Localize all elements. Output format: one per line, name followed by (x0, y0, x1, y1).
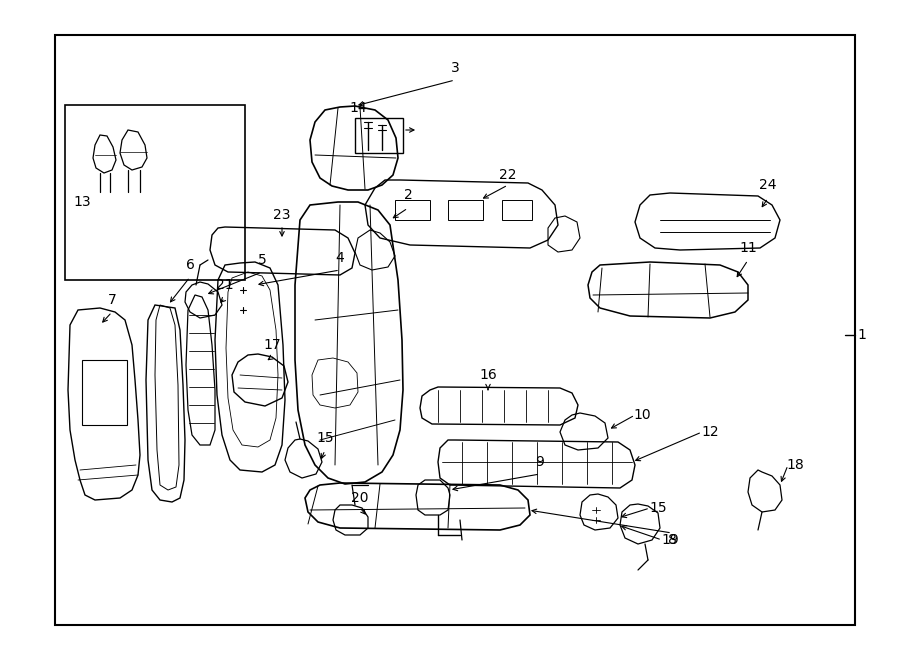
Bar (395, 200, 430, 220)
Text: 21: 21 (216, 278, 234, 292)
Text: 5: 5 (257, 253, 266, 267)
Text: 9: 9 (536, 455, 544, 469)
Bar (55, 35, 855, 625)
Text: 17: 17 (263, 338, 281, 352)
Text: 1: 1 (858, 328, 867, 342)
Text: 3: 3 (451, 61, 459, 75)
Text: 19: 19 (662, 533, 679, 547)
Bar (82, 360, 127, 425)
Bar (448, 200, 483, 220)
Text: 11: 11 (739, 241, 757, 255)
Text: 12: 12 (701, 425, 719, 439)
Text: 18: 18 (786, 458, 804, 472)
Text: 23: 23 (274, 208, 291, 222)
Text: 8: 8 (668, 533, 677, 547)
Text: 24: 24 (760, 178, 777, 192)
Text: 10: 10 (634, 408, 651, 422)
Text: 2: 2 (403, 188, 412, 202)
Bar (502, 200, 532, 220)
Text: 6: 6 (185, 258, 194, 272)
Text: 22: 22 (500, 168, 517, 182)
Text: 16: 16 (479, 368, 497, 382)
Text: 4: 4 (336, 251, 345, 265)
Text: 14: 14 (349, 101, 367, 115)
Text: 15: 15 (316, 431, 334, 445)
Text: 13: 13 (73, 195, 91, 209)
Text: 20: 20 (351, 491, 369, 505)
Text: 15: 15 (649, 501, 667, 515)
Text: 7: 7 (108, 293, 116, 307)
Bar (65, 105, 245, 280)
Bar (355, 118, 403, 153)
